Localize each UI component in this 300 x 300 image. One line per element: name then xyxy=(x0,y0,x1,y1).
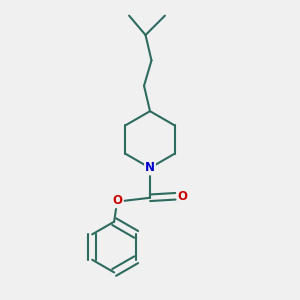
Text: O: O xyxy=(112,194,122,207)
Text: N: N xyxy=(145,161,155,174)
Text: O: O xyxy=(178,190,188,203)
